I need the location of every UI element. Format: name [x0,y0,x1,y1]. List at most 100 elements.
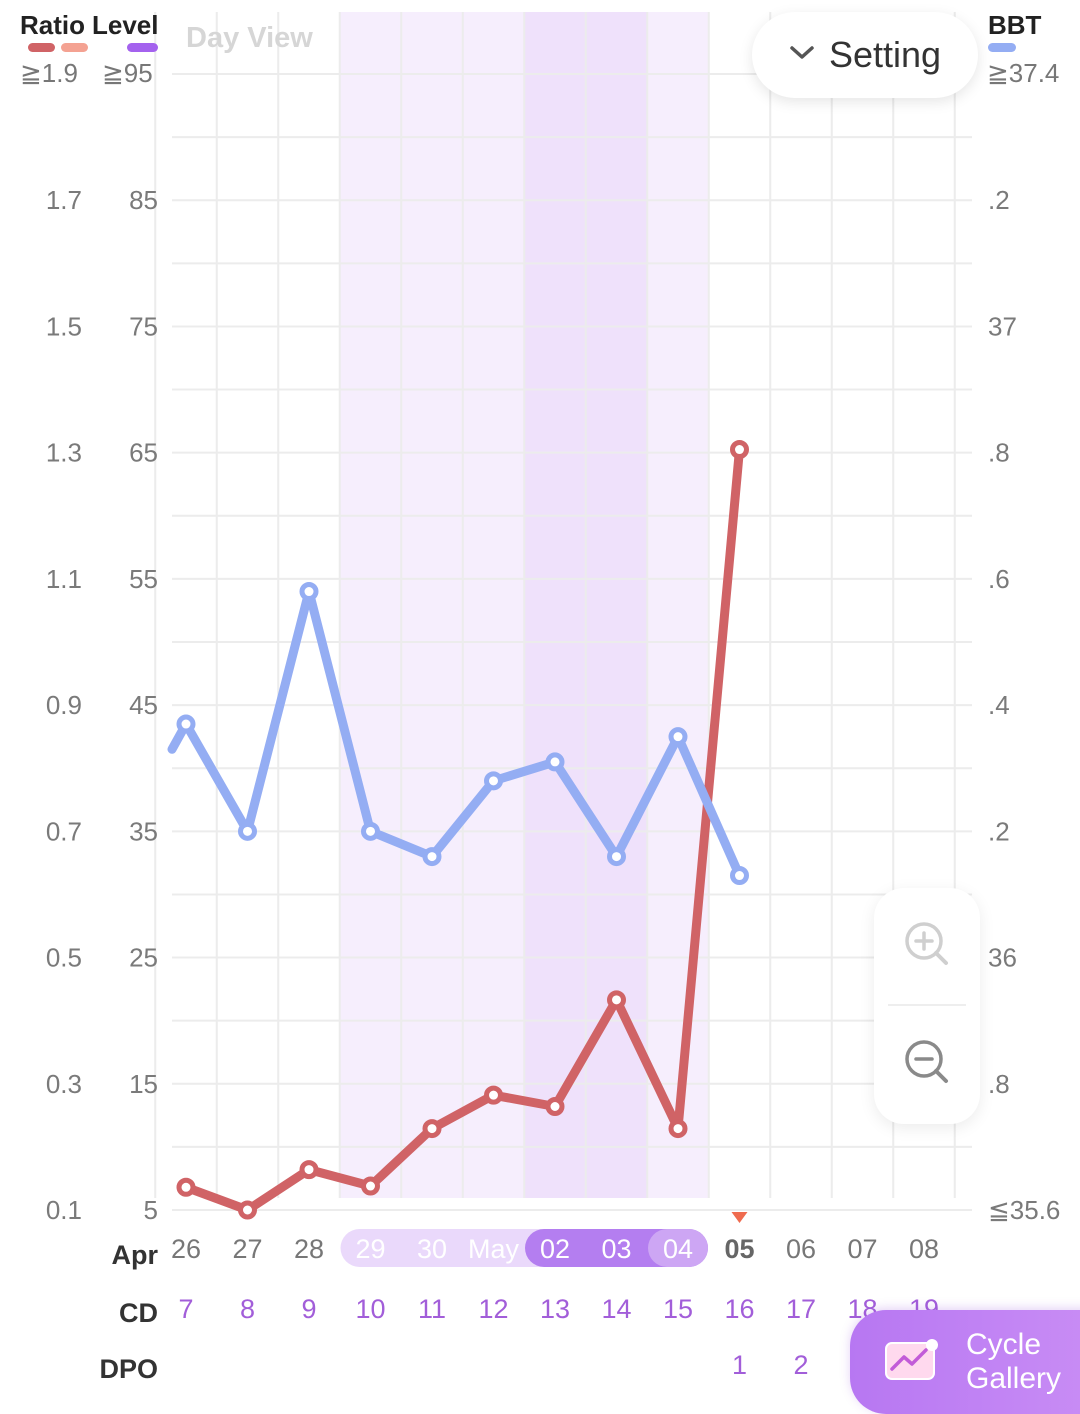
setting-button[interactable]: Setting [752,12,978,98]
line-chart-icon [884,1337,940,1388]
ratio-data-point [730,440,749,460]
ratio-data-point [299,1160,319,1180]
date-label: 04 [663,1234,693,1264]
ratio-data-point [668,1119,688,1139]
bbt-data-point [668,727,688,747]
dpo-label: 1 [732,1350,747,1380]
level-tick-label: 5 [144,1195,158,1225]
cycle-day-label: 14 [601,1294,631,1324]
bbt-tick-label: .8 [988,438,1010,468]
cycle-day-label: 15 [663,1294,693,1324]
level-tick-label: 45 [129,690,158,720]
cycle-day-label: 16 [724,1294,754,1324]
cycle-day-label: 13 [540,1294,570,1324]
ratio-legend-swatch [28,43,55,52]
ratio-tick-label: 0.5 [46,943,82,973]
date-label: 27 [232,1234,262,1264]
fertile-band [647,12,709,1198]
bbt-data-point [299,582,319,602]
ratio-tick-label: 1.3 [46,438,82,468]
ratio-data-point [176,1177,196,1197]
ratio-tick-label: 0.1 [46,1195,82,1225]
cycle-day-label: 12 [478,1294,508,1324]
date-label: 02 [540,1234,570,1264]
cycle-day-label: 17 [786,1294,816,1324]
cycle-gallery-label-2: Gallery [966,1362,1062,1395]
cycle-day-label: 7 [178,1294,193,1324]
bbt-data-point [422,847,442,867]
zoom-out-button[interactable] [874,1008,980,1120]
zoom-in-icon [904,921,950,972]
ratio-legend-title: Ratio [20,10,85,40]
ratio-data-point [484,1085,503,1105]
level-tick-label: 65 [129,438,158,468]
month-row-label: Apr [111,1240,159,1270]
bbt-tick-label: ≦35.6 [988,1195,1060,1225]
ratio-tick-label: 0.7 [46,816,82,846]
cycle-day-label: 10 [355,1294,385,1324]
bbt-data-point [176,714,196,734]
ratio-tick-label: 0.3 [46,1069,82,1099]
ratio-data-point [607,990,626,1010]
zoom-controls [874,888,980,1124]
level-tick-label: 55 [129,564,158,594]
bbt-tick-label: .2 [988,185,1010,215]
level-legend-swatch [127,43,158,52]
level-tick-label: 35 [129,816,158,846]
fertile-band [401,12,463,1198]
ratio-data-point [361,1176,380,1196]
ratio-tick-label: 1.1 [46,564,82,594]
bbt-tick-label: .8 [988,1069,1010,1099]
cycle-day-label: 9 [301,1294,316,1324]
chevron-down-icon [789,44,815,67]
date-label: 06 [786,1234,816,1264]
dpo-label: 2 [793,1350,808,1380]
bbt-tick-label: 36 [988,943,1017,973]
ratio-axis-max: ≧1.9 [20,58,78,88]
bbt-axis-max: ≧37.4 [987,58,1060,88]
zoom-in-button[interactable] [874,890,980,1002]
date-label: 08 [909,1234,939,1264]
ratio-series-line [181,445,744,1215]
cd-row-label: CD [119,1298,158,1328]
bbt-legend-title: BBT [988,10,1042,40]
date-label: 29 [355,1234,385,1264]
date-label: 07 [847,1234,877,1264]
bbt-data-point [545,752,565,772]
level-tick-label: 25 [129,943,158,973]
date-label: 28 [294,1234,324,1264]
ratio-tick-label: 1.5 [46,311,82,341]
bbt-data-point [361,821,380,841]
level-tick-label: 15 [129,1069,158,1099]
level-axis-max: ≧95 [102,58,153,88]
dpo-row-label: DPO [99,1354,158,1384]
setting-label: Setting [828,34,942,75]
fertile-band [462,12,525,1198]
ovulation-band [524,12,586,1198]
ratio-data-point [238,1200,257,1220]
level-tick-label: 85 [129,185,158,215]
day-view-label[interactable]: Day View [186,22,313,54]
date-label: May [468,1234,520,1264]
bbt-tick-label: .2 [988,816,1010,846]
ratio-legend-swatch-light [61,43,88,52]
date-label: 26 [171,1234,201,1264]
ratio-data-point [545,1096,565,1116]
bbt-tick-label: 37 [988,311,1017,341]
level-legend-title: Level [92,10,159,40]
zoom-out-icon [904,1039,950,1090]
ratio-tick-label: 1.7 [46,185,82,215]
fertile-band [339,12,402,1198]
cycle-day-label: 11 [418,1294,446,1324]
cycle-gallery-button[interactable]: Cycle Gallery [850,1310,1080,1414]
bbt-data-point [607,847,626,867]
cycle-day-label: 8 [240,1294,255,1324]
level-tick-label: 75 [129,311,158,341]
ratio-tick-label: 0.9 [46,690,82,720]
date-label: 05 [724,1234,754,1264]
bbt-data-point [484,771,503,791]
date-label: 03 [601,1234,631,1264]
ratio-data-point [422,1119,442,1139]
zoom-divider [888,1004,966,1006]
